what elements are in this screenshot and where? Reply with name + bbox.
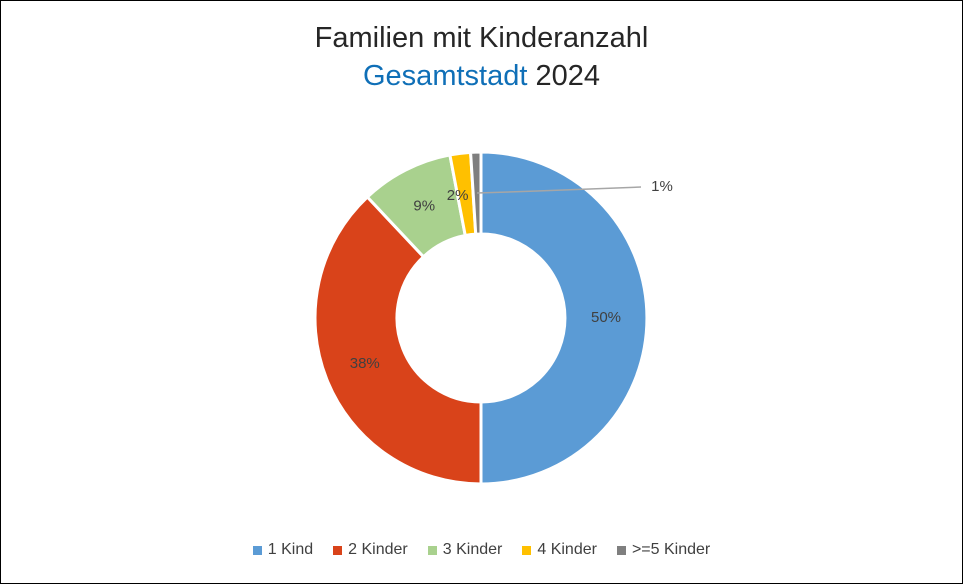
legend-swatch — [427, 545, 437, 555]
subtitle-area: Gesamtstadt — [363, 60, 528, 92]
legend-item-1-kind: 1 Kind — [252, 541, 314, 559]
legend-item-2-kinder: 2 Kinder — [333, 541, 408, 559]
legend-label: >=5 Kinder — [631, 541, 711, 558]
legend-item-5-kinder: >=5 Kinder — [616, 541, 711, 559]
slice-1-kind — [479, 150, 649, 486]
data-label-4-kinder: 2% — [447, 187, 469, 204]
legend-label: 3 Kinder — [442, 541, 503, 558]
legend-label: 1 Kind — [267, 541, 314, 558]
slice-2-kinder — [313, 194, 483, 486]
legend-swatch — [522, 545, 532, 555]
legend-item-4-kinder: 4 Kinder — [522, 541, 597, 559]
chart-title: Familien mit Kinderanzahl — [314, 22, 649, 54]
subtitle-year: 2024 — [535, 60, 600, 92]
legend-swatch — [616, 545, 626, 555]
data-label-2-kinder: 38% — [350, 355, 380, 372]
legend-label: 4 Kinder — [537, 541, 597, 558]
legend-swatch — [252, 545, 262, 555]
slice-5-kinder — [468, 150, 483, 236]
legend-label: 2 Kinder — [348, 541, 408, 558]
data-label-1-kind: 50% — [591, 309, 621, 326]
leader-line — [477, 186, 642, 194]
data-label-5-kinder: 1% — [651, 178, 673, 195]
legend-item-3-kinder: 3 Kinder — [427, 541, 503, 559]
data-label-3-kinder: 9% — [413, 198, 435, 215]
legend-swatch — [333, 545, 343, 555]
chart-legend: 1 Kind 2 Kinder 3 Kinder 4 Kinder >=5 Kinder — [0, 541, 963, 559]
chart-subtitle: Gesamtstadt 2024 — [0, 60, 963, 93]
